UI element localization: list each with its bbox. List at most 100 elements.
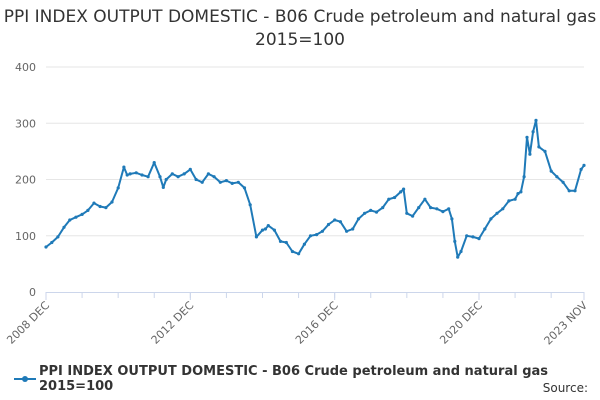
data-point[interactable] <box>516 192 520 196</box>
data-point[interactable] <box>170 172 174 176</box>
legend[interactable]: PPI INDEX OUTPUT DOMESTIC - B06 Crude pe… <box>14 364 600 394</box>
data-point[interactable] <box>471 235 475 239</box>
data-point[interactable] <box>230 181 234 185</box>
data-point[interactable] <box>459 249 463 254</box>
data-point[interactable] <box>122 165 126 169</box>
data-point[interactable] <box>579 167 583 171</box>
data-point[interactable] <box>44 245 48 249</box>
data-point[interactable] <box>549 169 553 173</box>
data-point[interactable] <box>272 228 276 232</box>
data-point[interactable] <box>125 173 129 177</box>
data-point[interactable] <box>158 175 162 179</box>
data-point[interactable] <box>80 212 84 216</box>
data-point[interactable] <box>134 171 138 175</box>
data-point[interactable] <box>447 207 451 211</box>
data-point[interactable] <box>182 172 186 176</box>
data-point[interactable] <box>345 229 349 233</box>
data-point[interactable] <box>501 207 505 211</box>
data-point[interactable] <box>308 234 313 238</box>
data-point[interactable] <box>522 175 526 179</box>
data-point[interactable] <box>248 203 252 207</box>
data-point[interactable] <box>161 185 165 189</box>
data-point[interactable] <box>218 180 222 184</box>
data-point[interactable] <box>110 200 114 204</box>
data-point[interactable] <box>534 118 538 122</box>
data-point[interactable] <box>164 177 168 182</box>
data-point[interactable] <box>369 208 373 212</box>
data-point[interactable] <box>441 210 445 214</box>
data-point[interactable] <box>146 175 150 179</box>
data-point[interactable] <box>92 201 96 205</box>
data-point[interactable] <box>320 229 324 233</box>
data-point[interactable] <box>489 217 493 221</box>
data-point[interactable] <box>495 211 499 215</box>
data-point[interactable] <box>429 206 433 210</box>
data-point[interactable] <box>86 208 90 212</box>
data-point[interactable] <box>140 173 144 177</box>
data-point[interactable] <box>531 130 535 134</box>
data-point[interactable] <box>483 227 487 231</box>
data-point[interactable] <box>338 220 342 224</box>
data-point[interactable] <box>224 179 228 183</box>
data-point[interactable] <box>152 161 156 165</box>
data-point[interactable] <box>435 207 439 211</box>
data-point[interactable] <box>374 210 379 214</box>
data-point[interactable] <box>423 197 427 201</box>
data-point[interactable] <box>525 135 529 139</box>
data-point[interactable] <box>284 240 288 245</box>
data-point[interactable] <box>116 186 120 190</box>
data-point[interactable] <box>236 180 240 184</box>
data-point[interactable] <box>555 175 559 179</box>
data-point[interactable] <box>363 211 367 215</box>
data-point[interactable] <box>128 172 132 176</box>
data-point[interactable] <box>68 218 72 222</box>
data-point[interactable] <box>194 177 198 182</box>
data-point[interactable] <box>356 217 361 221</box>
data-point[interactable] <box>465 234 469 238</box>
data-point[interactable] <box>507 199 511 203</box>
data-point[interactable] <box>188 167 192 171</box>
data-point[interactable] <box>50 240 54 245</box>
data-point[interactable] <box>263 227 267 231</box>
data-point[interactable] <box>450 217 454 221</box>
data-point[interactable] <box>381 206 385 210</box>
data-point[interactable] <box>302 242 306 246</box>
data-point[interactable] <box>405 211 409 215</box>
data-point[interactable] <box>537 145 541 149</box>
data-point[interactable] <box>74 215 78 219</box>
data-point[interactable] <box>290 249 294 254</box>
data-point[interactable] <box>582 163 586 167</box>
data-point[interactable] <box>573 189 577 193</box>
data-point[interactable] <box>104 206 108 210</box>
data-point[interactable] <box>402 187 406 191</box>
data-point[interactable] <box>387 197 391 201</box>
data-point[interactable] <box>528 152 532 156</box>
data-point[interactable] <box>417 206 421 210</box>
data-point[interactable] <box>260 228 265 232</box>
data-point[interactable] <box>242 186 247 190</box>
data-point[interactable] <box>56 235 60 239</box>
data-point[interactable] <box>399 190 403 194</box>
data-point[interactable] <box>393 195 397 200</box>
data-point[interactable] <box>266 224 270 228</box>
data-point[interactable] <box>326 222 331 227</box>
data-point[interactable] <box>411 214 415 218</box>
data-point[interactable] <box>519 190 523 194</box>
series-line[interactable] <box>45 119 585 259</box>
data-point[interactable] <box>456 255 460 259</box>
data-point[interactable] <box>567 189 571 193</box>
data-point[interactable] <box>62 225 66 229</box>
data-point[interactable] <box>200 180 204 184</box>
data-point[interactable] <box>315 233 319 237</box>
data-point[interactable] <box>176 175 180 179</box>
data-point[interactable] <box>561 180 565 184</box>
data-point[interactable] <box>513 197 517 201</box>
data-point[interactable] <box>297 252 301 256</box>
data-point[interactable] <box>543 149 547 153</box>
data-point[interactable] <box>453 239 457 243</box>
data-point[interactable] <box>98 204 102 209</box>
data-point[interactable] <box>333 218 337 222</box>
data-point[interactable] <box>206 172 210 176</box>
data-point[interactable] <box>477 237 481 241</box>
data-point[interactable] <box>278 239 283 243</box>
